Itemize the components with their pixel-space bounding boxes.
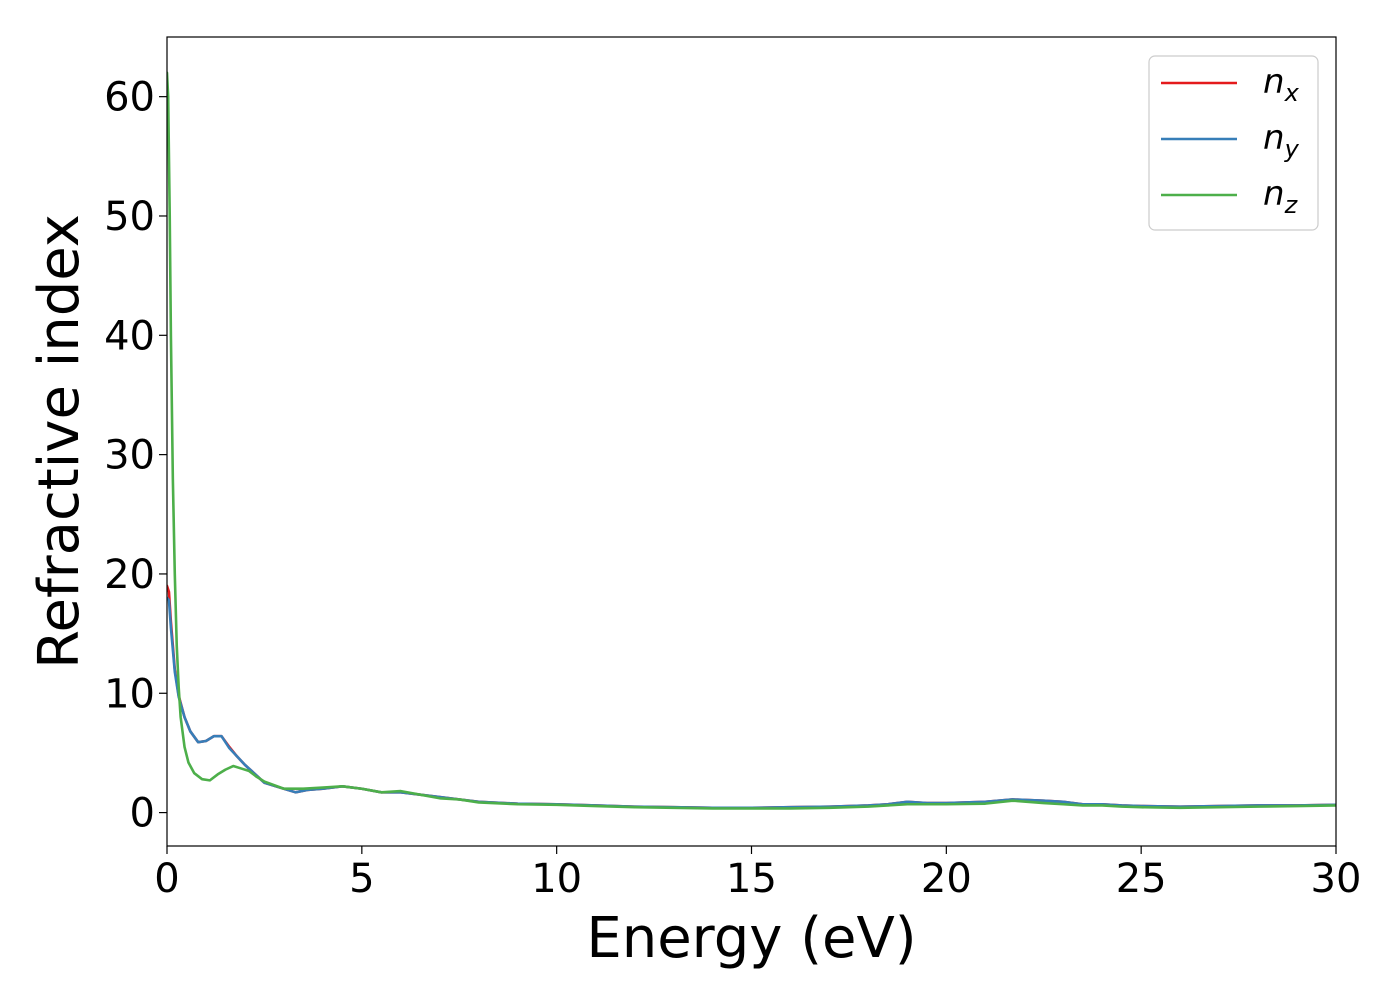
x-tick-label: 25 <box>1116 856 1167 902</box>
x-tick-label: 15 <box>726 856 777 902</box>
series-line-nx <box>167 584 1336 810</box>
series-line-nz <box>167 71 1336 810</box>
y-axis-ticks: 0 10 20 30 40 50 60 <box>104 75 167 837</box>
x-tick-label: 20 <box>921 856 972 902</box>
x-tick-label: 30 <box>1311 856 1362 902</box>
legend-label-subscript: y <box>1284 135 1300 163</box>
series-line-ny <box>167 596 1336 810</box>
y-tick-label: 20 <box>104 552 155 598</box>
y-tick-label: 60 <box>104 75 155 121</box>
x-tick-label: 10 <box>531 856 582 902</box>
y-tick-label: 40 <box>104 313 155 359</box>
legend-label: nz <box>1263 174 1299 219</box>
y-axis-label: Refractive index <box>27 214 92 669</box>
y-tick-label: 30 <box>104 433 155 479</box>
x-axis-ticks: 0 5 10 15 20 25 30 <box>154 846 1361 902</box>
x-tick-label: 5 <box>349 856 374 902</box>
legend-label-subscript: x <box>1284 79 1300 107</box>
y-tick-label: 50 <box>104 194 155 240</box>
x-tick-label: 0 <box>154 856 179 902</box>
x-axis-label: Energy (eV) <box>586 906 916 971</box>
legend-label-subscript: z <box>1284 191 1299 219</box>
legend-box <box>1148 55 1319 231</box>
y-tick-label: 10 <box>104 671 155 717</box>
series-layer <box>167 71 1336 810</box>
y-tick-label: 0 <box>130 791 155 837</box>
